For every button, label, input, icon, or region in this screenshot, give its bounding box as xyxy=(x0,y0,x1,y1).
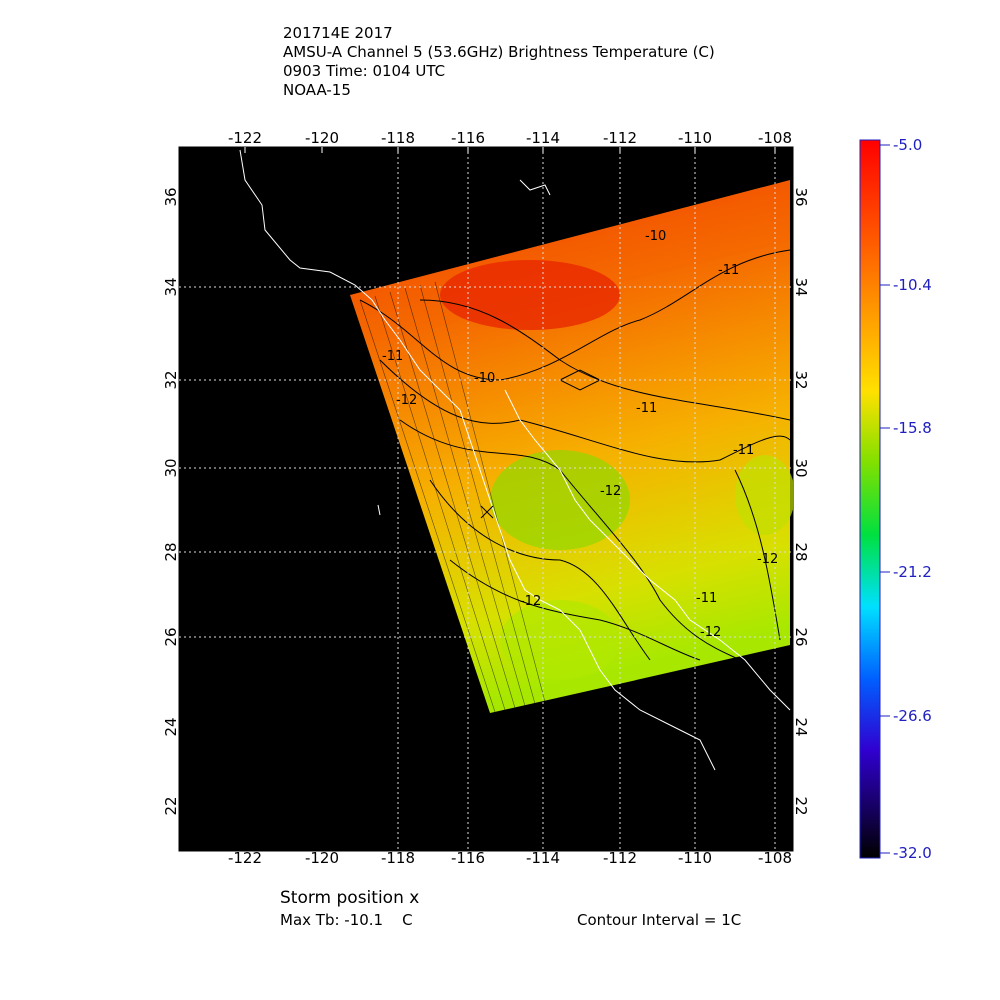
contour-label: -12 xyxy=(520,594,541,609)
storm-marker xyxy=(480,505,494,519)
colorbar-label: -26.6 xyxy=(893,707,932,725)
colorbar-label: -15.8 xyxy=(893,419,932,437)
lon-label: -118 xyxy=(381,849,415,867)
lat-label: 30 xyxy=(792,458,810,477)
lon-label: -110 xyxy=(678,849,712,867)
lat-label: 32 xyxy=(162,370,180,389)
lon-label: -120 xyxy=(305,849,339,867)
lon-label: -112 xyxy=(603,849,637,867)
cool-area xyxy=(735,455,793,535)
storm-position: Storm position x xyxy=(280,888,419,908)
colorbar-label: -32.0 xyxy=(893,844,932,862)
lon-label: -120 xyxy=(305,129,339,147)
contour-label: -12 xyxy=(700,625,721,640)
colorbar xyxy=(859,139,881,859)
lon-label: -116 xyxy=(451,849,485,867)
lat-label: 28 xyxy=(162,542,180,561)
cool-area xyxy=(500,600,620,680)
lon-label: -108 xyxy=(758,849,792,867)
header-line: AMSU-A Channel 5 (53.6GHz) Brightness Te… xyxy=(283,43,715,61)
coastline xyxy=(239,149,791,771)
lon-label: -114 xyxy=(526,849,560,867)
colorbar-label: -5.0 xyxy=(893,136,922,154)
lat-label: 26 xyxy=(792,627,810,646)
contour-label: -12 xyxy=(396,393,417,408)
header-line: 201714E 2017 xyxy=(283,24,393,42)
contour-label: -12 xyxy=(757,552,778,567)
axis-ticks: -122 -122 -120 -120 -118 -118 -116 -116 -114 -114… xyxy=(162,129,810,867)
lon-label: -114 xyxy=(526,129,560,147)
lat-label: 36 xyxy=(162,187,180,206)
lat-label: 22 xyxy=(792,796,810,815)
colorbar-labels: -5.0 -10.4 -15.8 -21.2 -26.6 -32.0 xyxy=(880,136,932,862)
colorbar-label: -21.2 xyxy=(893,563,932,581)
lon-label: -108 xyxy=(758,129,792,147)
contour-label: -12 xyxy=(600,484,621,499)
contour-label: -11 xyxy=(718,263,739,278)
lon-label: -116 xyxy=(451,129,485,147)
graticule xyxy=(179,147,793,851)
contour-label: -10 xyxy=(645,229,666,244)
lat-label: 26 xyxy=(162,627,180,646)
contour-label: -10 xyxy=(474,371,495,386)
lat-label: 30 xyxy=(162,458,180,477)
lat-label: 24 xyxy=(792,717,810,736)
cool-area xyxy=(490,450,630,550)
lon-label: -122 xyxy=(228,849,262,867)
colorbar-label: -10.4 xyxy=(893,276,932,294)
header-line: NOAA-15 xyxy=(283,81,351,99)
contour-interval: Contour Interval = 1C xyxy=(577,911,741,929)
lat-label: 24 xyxy=(162,717,180,736)
contour-label: -11 xyxy=(733,443,754,458)
lat-label: 36 xyxy=(792,187,810,206)
contour-labels: -10 -11 -10 -11 -11 -12 -12 -12 -11 -12 -12 -11 xyxy=(382,229,778,640)
lat-label: 28 xyxy=(792,542,810,561)
lat-label: 22 xyxy=(162,796,180,815)
lat-label: 34 xyxy=(162,277,180,296)
lon-label: -112 xyxy=(603,129,637,147)
lat-label: 34 xyxy=(792,277,810,296)
header-line: 0903 Time: 0104 UTC xyxy=(283,62,445,80)
lon-label: -118 xyxy=(381,129,415,147)
edge-hatching xyxy=(359,281,546,713)
map-content xyxy=(179,147,793,851)
lon-label: -122 xyxy=(228,129,262,147)
max-tb: Max Tb: -10.1 C xyxy=(280,911,413,929)
lon-label: -110 xyxy=(678,129,712,147)
contour-label: -11 xyxy=(382,349,403,364)
warm-area xyxy=(440,260,620,330)
lat-label: 32 xyxy=(792,370,810,389)
contour-label: -11 xyxy=(636,401,657,416)
contour-label: -11 xyxy=(696,591,717,606)
